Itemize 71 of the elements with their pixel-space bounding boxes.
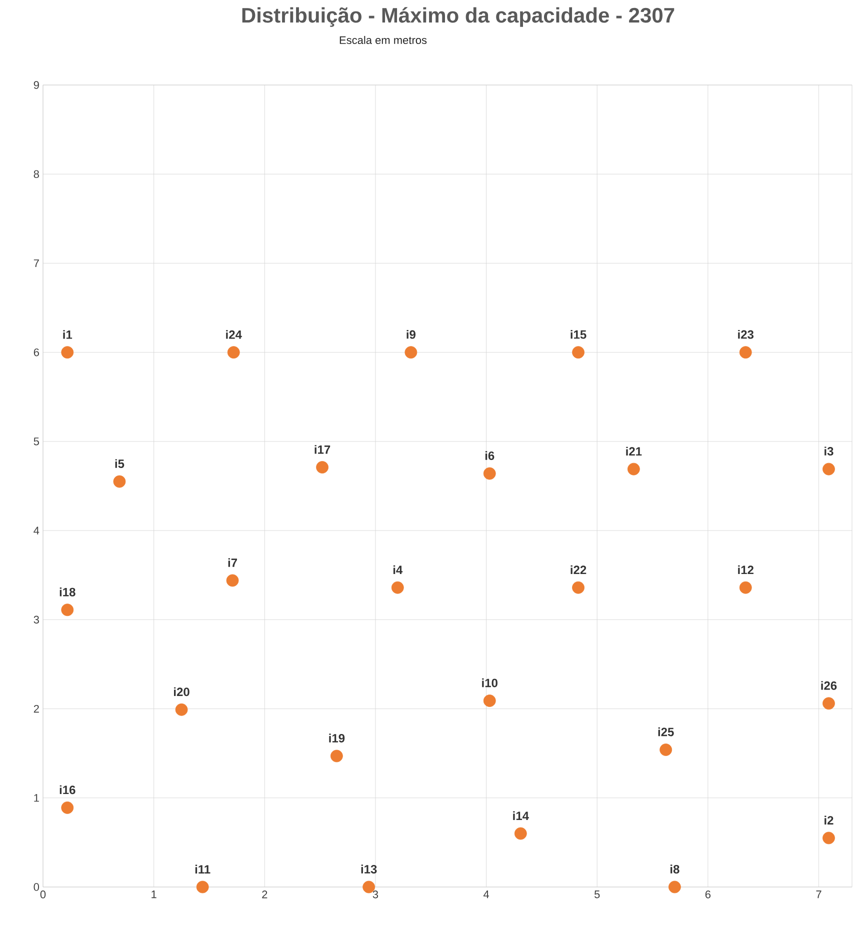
- annotation: i4: [393, 565, 403, 574]
- point: [391, 581, 404, 594]
- point: [572, 346, 584, 359]
- x-tick-label: 7: [816, 890, 822, 898]
- annotation: i26: [821, 681, 837, 690]
- y-tick-label: 1: [34, 794, 39, 802]
- y-tick-label: 7: [34, 259, 39, 268]
- y-tick-label: 5: [34, 438, 39, 446]
- point: [822, 697, 835, 710]
- y-tick-label: 0: [34, 883, 40, 891]
- x-tick-label: 4: [483, 890, 490, 898]
- annotation: i2: [824, 816, 834, 824]
- point: [227, 346, 240, 359]
- point: [61, 801, 74, 814]
- annotation: i25: [658, 727, 674, 736]
- annotation: i7: [228, 558, 237, 567]
- annotation: i11: [195, 864, 210, 874]
- point: [113, 475, 126, 488]
- point: [822, 832, 835, 844]
- annotation: i24: [226, 330, 242, 339]
- y-tick-label: 8: [34, 170, 39, 178]
- annotation: i13: [361, 864, 377, 874]
- x-tick-label: 5: [594, 890, 600, 898]
- x-tick-label: 6: [705, 890, 711, 898]
- chart-title: Distribuição - Máximo da capacidade - 2307: [242, 7, 674, 27]
- y-tick-label: 9: [34, 81, 39, 89]
- annotation: i5: [115, 459, 124, 468]
- annotation: i10: [482, 678, 498, 688]
- annotation: i1: [63, 330, 72, 339]
- annotation: i15: [570, 330, 586, 339]
- x-tick-label: 3: [372, 890, 378, 898]
- point: [196, 880, 209, 894]
- point: [316, 461, 328, 474]
- point: [572, 581, 584, 594]
- point: [822, 462, 835, 476]
- annotation: i21: [626, 446, 642, 456]
- point: [660, 744, 672, 756]
- annotation: i6: [485, 451, 494, 460]
- annotation: i14: [513, 811, 529, 820]
- point: [668, 880, 681, 894]
- point: [226, 574, 239, 587]
- annotation: i20: [174, 687, 190, 696]
- point: [61, 604, 74, 616]
- point: [739, 581, 752, 594]
- annotation: i12: [738, 565, 754, 574]
- point: [514, 827, 527, 840]
- point: [404, 346, 418, 359]
- chart-subtitle: Escala em metros: [340, 36, 427, 44]
- point: [483, 694, 496, 707]
- annotation: i16: [60, 785, 76, 794]
- y-tick-label: 3: [34, 616, 39, 624]
- y-tick-label: 6: [34, 348, 39, 356]
- point: [483, 467, 496, 480]
- annotation: i23: [738, 330, 754, 339]
- x-tick-label: 1: [152, 890, 156, 898]
- annotation: i3: [824, 446, 834, 456]
- annotation: i22: [570, 565, 586, 574]
- annotation: i8: [670, 864, 680, 874]
- x-tick-label: 2: [262, 890, 268, 898]
- point: [61, 346, 74, 359]
- point: [330, 750, 343, 762]
- point: [739, 346, 752, 359]
- point: [175, 703, 188, 716]
- x-tick-label: 0: [40, 890, 46, 898]
- annotation: i9: [406, 330, 416, 339]
- annotation: i18: [60, 588, 76, 596]
- point: [627, 462, 640, 476]
- y-tick-label: 4: [34, 526, 40, 534]
- annotation: i17: [314, 445, 330, 454]
- annotation: i19: [329, 734, 345, 742]
- y-tick-label: 2: [34, 704, 39, 713]
